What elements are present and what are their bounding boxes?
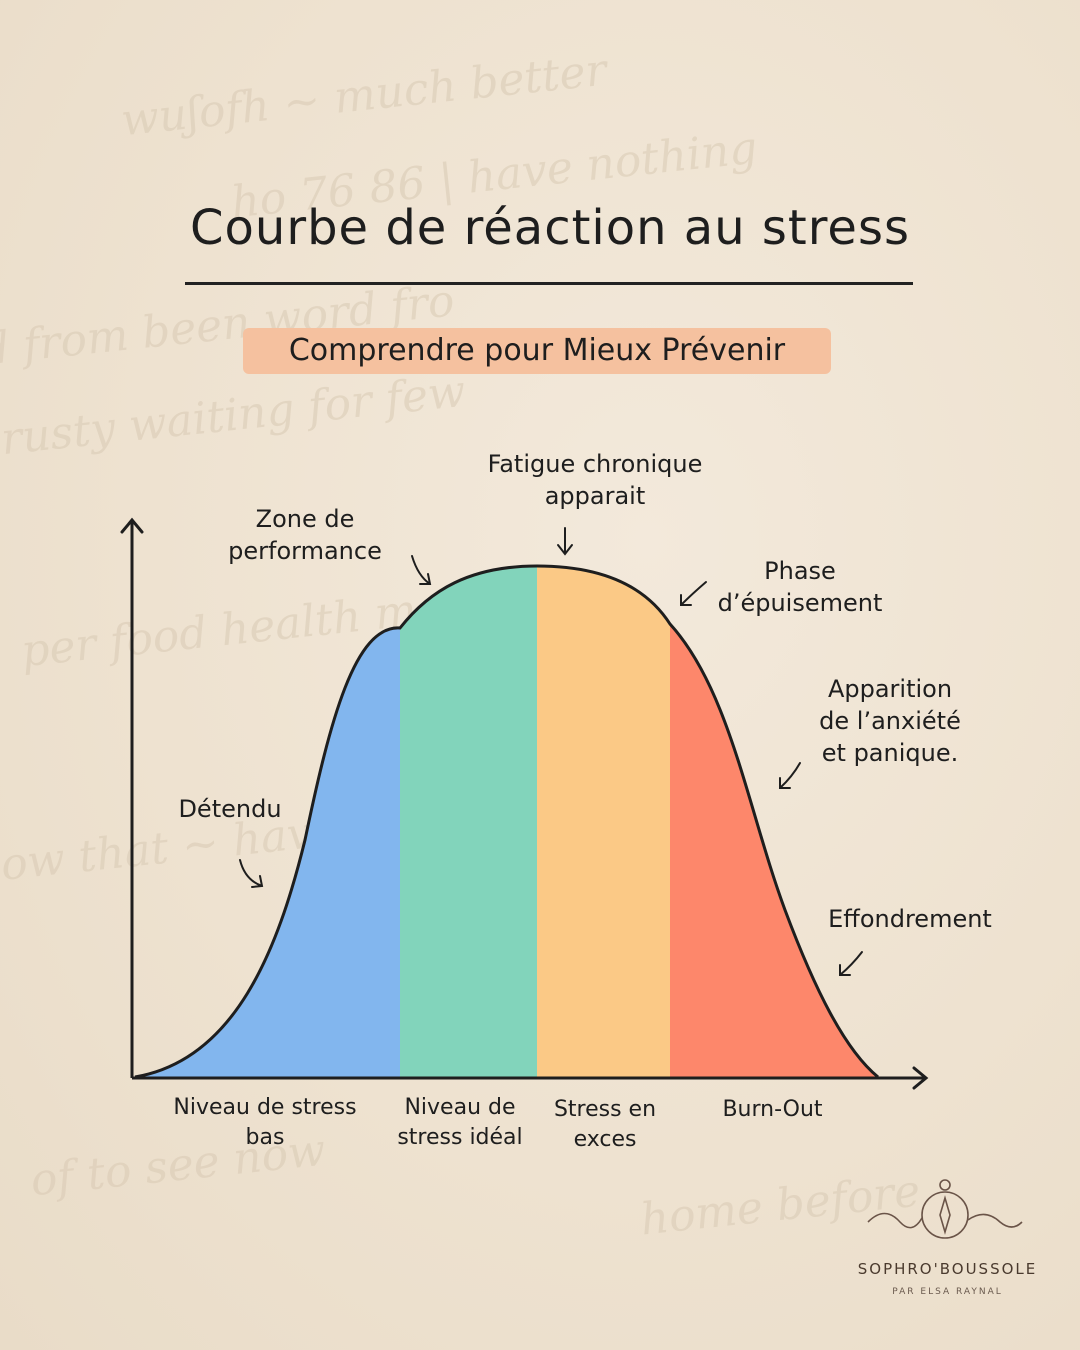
fatigue-arrow-icon bbox=[557, 527, 573, 556]
annotation-phase-epuisement: Phase d’épuisement bbox=[700, 555, 900, 619]
annotation-zone-performance-line1: Zone de bbox=[255, 505, 355, 533]
detendu-arrow-icon bbox=[239, 859, 264, 888]
bell-curve-outline bbox=[134, 564, 879, 1079]
category-label-excess-line2: exces bbox=[573, 1127, 637, 1152]
annotation-fatigue: Fatigue chronique apparait bbox=[450, 448, 740, 512]
zone-band-excess bbox=[537, 566, 670, 1077]
apparition-arrow-icon bbox=[779, 762, 801, 789]
category-label-ideal: Niveau de stress idéal bbox=[375, 1093, 545, 1153]
category-label-ideal-line2: stress idéal bbox=[397, 1125, 523, 1150]
y-axis-arrow-icon bbox=[120, 517, 144, 534]
compass-icon bbox=[867, 1179, 1023, 1239]
annotation-apparition-line3: et panique. bbox=[821, 739, 959, 767]
category-label-low: Niveau de stress bas bbox=[150, 1093, 380, 1153]
brand-byline: PAR ELSA RAYNAL bbox=[892, 1287, 1003, 1297]
category-label-excess-line1: Stress en bbox=[553, 1097, 657, 1122]
annotation-apparition-line2: de l’anxiété bbox=[819, 707, 961, 735]
annotation-apparition: Apparition de l’anxiété et panique. bbox=[800, 673, 980, 769]
zone-performance-arrow-icon bbox=[411, 555, 432, 585]
annotation-apparition-line1: Apparition bbox=[827, 675, 953, 703]
annotation-phase-line2: d’épuisement bbox=[717, 589, 883, 617]
annotation-effondrement: Effondrement bbox=[828, 905, 992, 933]
zone-band-ideal bbox=[400, 566, 537, 1077]
page-title: Courbe de réaction au stress bbox=[190, 200, 910, 256]
annotation-fatigue-line2: apparait bbox=[544, 482, 646, 510]
annotation-detendu: Détendu bbox=[178, 795, 282, 823]
annotation-fatigue-line1: Fatigue chronique bbox=[487, 450, 703, 478]
zone-band-burnout bbox=[670, 566, 878, 1077]
title-underline bbox=[185, 282, 913, 285]
category-label-ideal-line1: Niveau de bbox=[404, 1095, 516, 1120]
x-axis-arrow-icon bbox=[912, 1066, 929, 1090]
phase-arrow-icon bbox=[680, 581, 707, 606]
category-label-excess: Stress en exces bbox=[530, 1095, 680, 1155]
annotation-phase-line1: Phase bbox=[764, 557, 836, 585]
effondrement-arrow-icon bbox=[839, 951, 863, 976]
annotation-zone-performance-line2: performance bbox=[228, 537, 382, 565]
category-label-low-line2: bas bbox=[245, 1125, 285, 1150]
category-label-burnout-line1: Burn-Out bbox=[722, 1097, 823, 1122]
subtitle-badge: Comprendre pour Mieux Prévenir bbox=[243, 328, 831, 374]
brand-logo-text: SOPHRO'BOUSSOLE bbox=[857, 1260, 1038, 1278]
category-label-low-line1: Niveau de stress bbox=[173, 1095, 357, 1120]
annotation-zone-performance: Zone de performance bbox=[195, 503, 415, 567]
category-label-burnout: Burn-Out bbox=[690, 1095, 855, 1125]
